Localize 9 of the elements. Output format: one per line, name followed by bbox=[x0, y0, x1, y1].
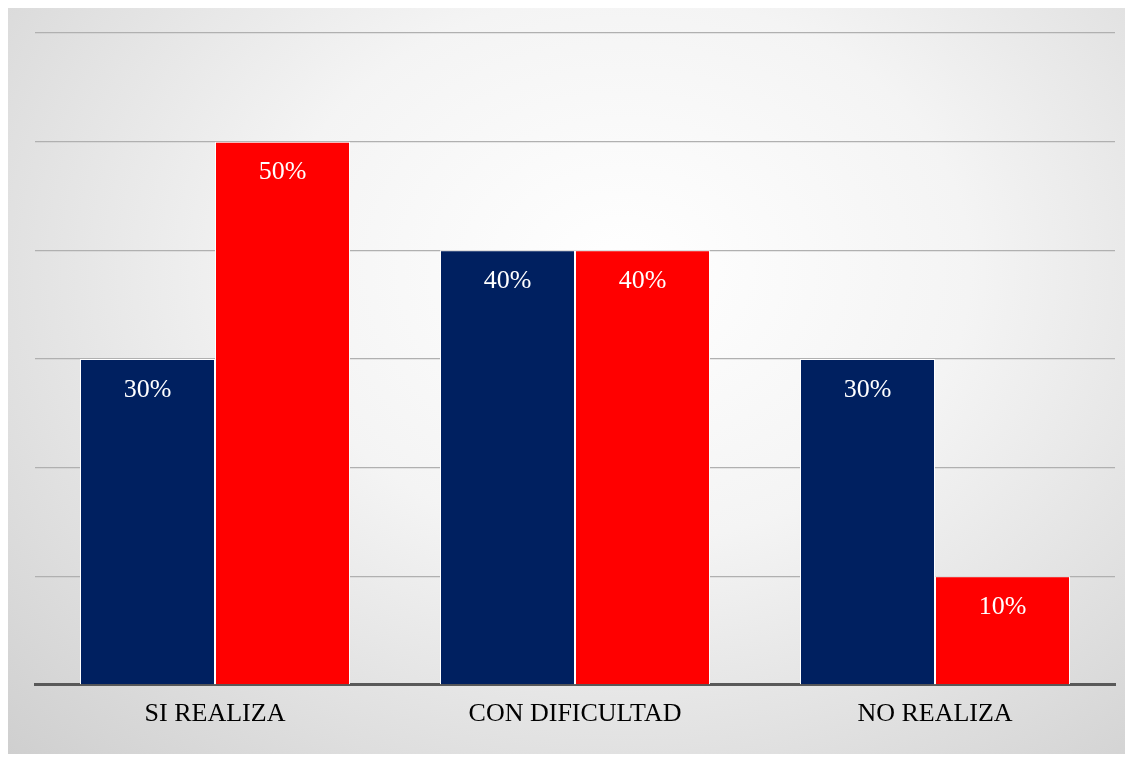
x-tick-label: SI REALIZA bbox=[144, 698, 286, 728]
data-label: 30% bbox=[843, 373, 892, 403]
data-label: 30% bbox=[123, 373, 172, 403]
x-tick-label: NO REALIZA bbox=[857, 698, 1013, 728]
data-label: 40% bbox=[483, 265, 532, 295]
x-tick-label: CON DIFICULTAD bbox=[468, 698, 682, 728]
data-label: 10% bbox=[978, 590, 1027, 620]
data-label: 40% bbox=[618, 265, 667, 295]
data-label: 50% bbox=[258, 156, 307, 186]
